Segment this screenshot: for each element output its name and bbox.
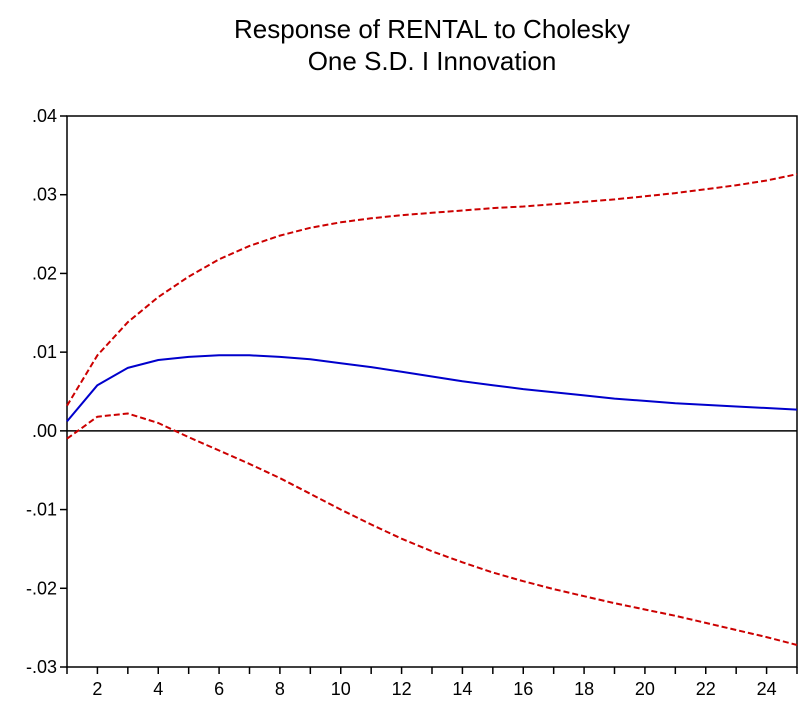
x-tick-label: 16 — [513, 679, 533, 699]
x-tick-label: 10 — [331, 679, 351, 699]
x-tick-label: 6 — [214, 679, 224, 699]
x-tick-label: 18 — [574, 679, 594, 699]
x-tick-label: 4 — [153, 679, 163, 699]
y-tick-label: -.01 — [26, 500, 57, 520]
y-tick-label: .01 — [32, 342, 57, 362]
y-tick-label: -.02 — [26, 578, 57, 598]
chart-title-line-1: Response of RENTAL to Cholesky — [234, 14, 630, 44]
plot-frame — [66, 115, 798, 668]
x-tick-label: 20 — [635, 679, 655, 699]
x-tick-label: 22 — [696, 679, 716, 699]
chart-title-line-2: One S.D. I Innovation — [308, 46, 557, 76]
series-line-lower-band — [66, 412, 798, 646]
x-tick-label: 8 — [275, 679, 285, 699]
plot-area: .04.03.02.01.00-.01-.02-.032 4 6 8 10 12 14 16 1… — [26, 106, 798, 699]
y-tick-label: .04 — [32, 106, 57, 126]
y-tick-label: .00 — [32, 421, 57, 441]
x-tick-label: 14 — [452, 679, 472, 699]
y-tick-label: .03 — [32, 185, 57, 205]
series-line-upper-band — [66, 173, 798, 407]
x-tick-label: 24 — [757, 679, 777, 699]
x-tick-label: 2 — [92, 679, 102, 699]
y-tick-label: -.03 — [26, 657, 57, 677]
series-line-response — [66, 354, 798, 423]
y-tick-label: .02 — [32, 263, 57, 283]
x-tick-label: 12 — [392, 679, 412, 699]
